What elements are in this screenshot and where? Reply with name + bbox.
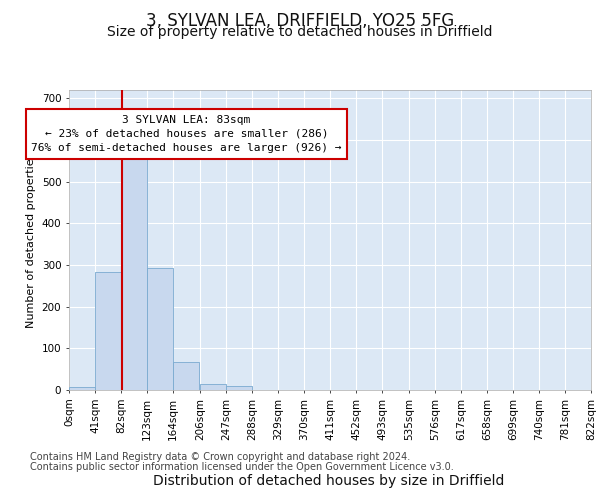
Bar: [226, 386, 252, 390]
Bar: [95, 272, 121, 390]
Bar: [173, 362, 199, 390]
Bar: [200, 384, 226, 390]
Bar: [69, 386, 95, 390]
Text: 3 SYLVAN LEA: 83sqm
← 23% of detached houses are smaller (286)
76% of semi-detac: 3 SYLVAN LEA: 83sqm ← 23% of detached ho…: [31, 115, 342, 153]
Bar: [121, 156, 147, 390]
Bar: [147, 268, 173, 390]
Y-axis label: Number of detached properties: Number of detached properties: [26, 152, 36, 328]
Text: Distribution of detached houses by size in Driffield: Distribution of detached houses by size …: [153, 474, 505, 488]
Text: 3, SYLVAN LEA, DRIFFIELD, YO25 5FG: 3, SYLVAN LEA, DRIFFIELD, YO25 5FG: [146, 12, 454, 30]
Text: Size of property relative to detached houses in Driffield: Size of property relative to detached ho…: [107, 25, 493, 39]
Text: Contains public sector information licensed under the Open Government Licence v3: Contains public sector information licen…: [30, 462, 454, 472]
Text: Contains HM Land Registry data © Crown copyright and database right 2024.: Contains HM Land Registry data © Crown c…: [30, 452, 410, 462]
